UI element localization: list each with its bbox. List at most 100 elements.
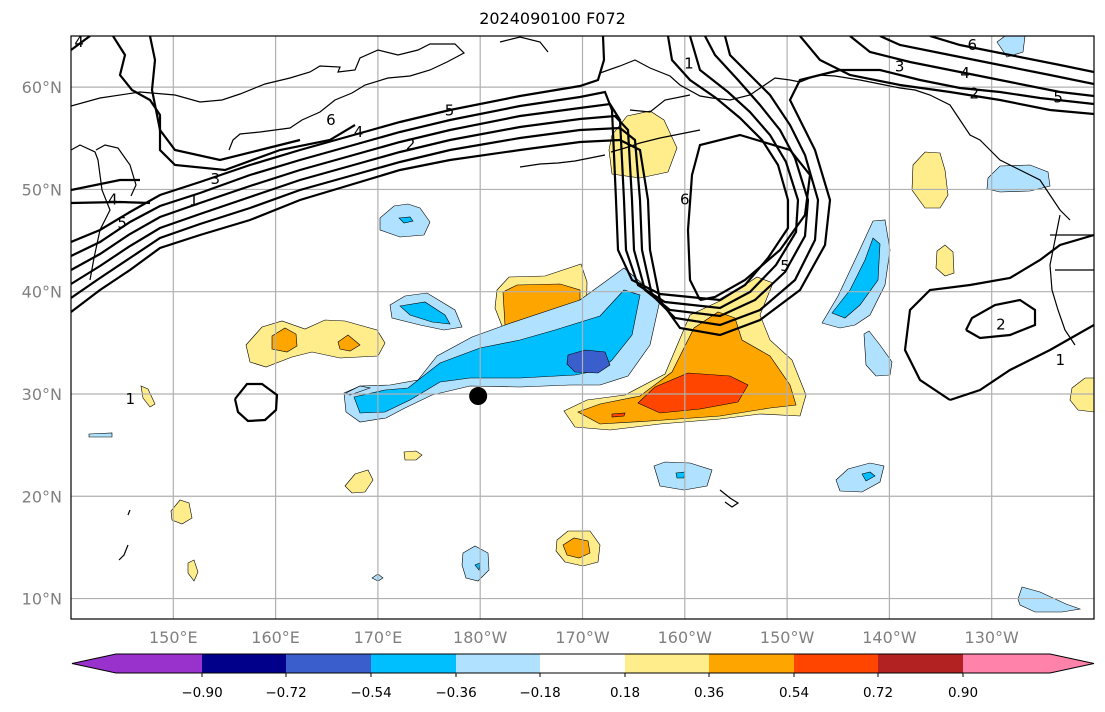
colorbar-tick-label: −0.54: [350, 685, 391, 701]
lon-label: 180°W: [453, 628, 508, 647]
gridlines: [71, 36, 1094, 619]
coastline-5: [1049, 214, 1076, 346]
shading-region-40: [187, 559, 199, 582]
colorbar-segment-4: [456, 654, 540, 673]
colorbar-tick-label: 0.90: [948, 685, 978, 701]
lon-label: 160°E: [251, 628, 300, 647]
shading-region-38: [403, 450, 423, 461]
shading-region-33: [88, 432, 113, 438]
contour-label: 3: [895, 58, 905, 76]
colorbar-tick-label: −0.36: [435, 685, 476, 701]
contour-line-5: [71, 36, 606, 244]
coastline-9: [610, 129, 701, 153]
shading-region-28: [835, 462, 885, 493]
lon-label: 140°W: [862, 628, 917, 647]
colorbar-tick-label: −0.72: [265, 685, 306, 701]
contour-label: 1: [1055, 351, 1065, 369]
shading-region-18: [831, 237, 881, 319]
shading-region-30: [1017, 586, 1082, 613]
contour-label: 3: [210, 170, 220, 188]
coastline-3: [499, 36, 549, 53]
contour-line-8: [849, 36, 1094, 98]
contour-label: 5: [1053, 88, 1063, 106]
coastline-10: [519, 154, 606, 168]
colorbar-segment-1: [202, 654, 286, 673]
shading-region-21: [935, 244, 955, 277]
contour-label: 4: [108, 191, 118, 209]
lat-label: 40°N: [22, 283, 62, 302]
colorbar-segment-0: [72, 654, 202, 673]
contour-label: 6: [326, 111, 336, 129]
colorbar-outline: [71, 653, 1095, 674]
colorbar-segment-8: [794, 654, 878, 673]
contour-line-14: [233, 382, 279, 423]
contour-line-6: [686, 133, 812, 302]
contour-label: 5: [117, 214, 127, 232]
lon-label: 170°E: [354, 628, 403, 647]
lat-label: 20°N: [22, 487, 62, 506]
colorbar: [71, 653, 1095, 674]
contour-line-7: [799, 36, 1094, 116]
contour-line-16: [71, 178, 140, 192]
shading-region-27: [675, 471, 686, 479]
colorbar-tick-label: 0.54: [779, 685, 809, 701]
contour-line-10: [929, 36, 1094, 74]
colorbar-segment-9: [878, 654, 963, 673]
lon-label: 130°W: [965, 628, 1020, 647]
latitude-labels: 60°N 50°N 40°N 30°N 20°N 10°N: [22, 78, 62, 608]
colorbar-segment-6: [625, 654, 709, 673]
contour-label: 5: [780, 257, 790, 275]
shading-region-16: [337, 334, 361, 352]
colorbar-segment-5: [540, 654, 625, 673]
lat-label: 60°N: [22, 78, 62, 97]
contour-line-12: [949, 324, 1094, 402]
coastline-2: [95, 144, 137, 197]
colorbar-tick-label: 0.36: [694, 685, 724, 701]
map-frame: [70, 35, 1095, 620]
contour-label: 2: [996, 315, 1006, 333]
coastline-4: [599, 59, 1071, 221]
coastline-12: [127, 509, 131, 516]
lon-label: 150°E: [149, 628, 198, 647]
colorbar-segment-3: [371, 654, 456, 673]
lon-label: 170°W: [555, 628, 610, 647]
colorbar-tick-label: 0.18: [610, 685, 640, 701]
coastline-11: [719, 489, 740, 508]
contour-label: 4: [960, 64, 970, 82]
shading-region-41: [140, 385, 156, 408]
colorbar-tick-label: −0.18: [519, 685, 560, 701]
plot-title: 2024090100 F072: [479, 9, 626, 28]
contour-label: 6: [967, 36, 977, 54]
lat-label: 50°N: [22, 180, 62, 199]
longitude-labels: 150°E 160°E 170°E 180°W 170°W 160°W 150°W 140°W…: [149, 628, 1019, 647]
shading-region-39: [170, 499, 193, 525]
contour-line-9: [879, 36, 1094, 86]
coastline-8: [629, 94, 691, 113]
shading-region-31: [461, 545, 490, 582]
coastline-0: [71, 43, 465, 151]
shading-region-29: [861, 471, 876, 482]
contour-label: 4: [354, 123, 364, 141]
contour-line-18: [112, 36, 356, 172]
location-marker: [469, 387, 488, 406]
shading-region-20: [911, 151, 949, 209]
shading-region-5: [637, 372, 749, 414]
contour-label: 5: [445, 102, 455, 120]
contour-label: 2: [406, 135, 416, 153]
shading-region-15: [271, 327, 298, 353]
contour-line-13: [965, 298, 1037, 340]
lon-label: 150°W: [760, 628, 815, 647]
shading-region-6: [611, 412, 626, 418]
contour-label: 1: [126, 390, 136, 408]
contour-label: 2: [970, 84, 980, 102]
shading-region-36: [562, 537, 591, 559]
contour-line-19: [148, 36, 301, 162]
lat-label: 30°N: [22, 385, 62, 404]
lon-label: 160°W: [658, 628, 713, 647]
contour-label: 4: [74, 33, 84, 51]
coastline-13: [118, 544, 129, 561]
shading-region-9: [566, 349, 611, 374]
contour-line-11: [903, 233, 1094, 401]
contour-line-15: [71, 36, 91, 51]
